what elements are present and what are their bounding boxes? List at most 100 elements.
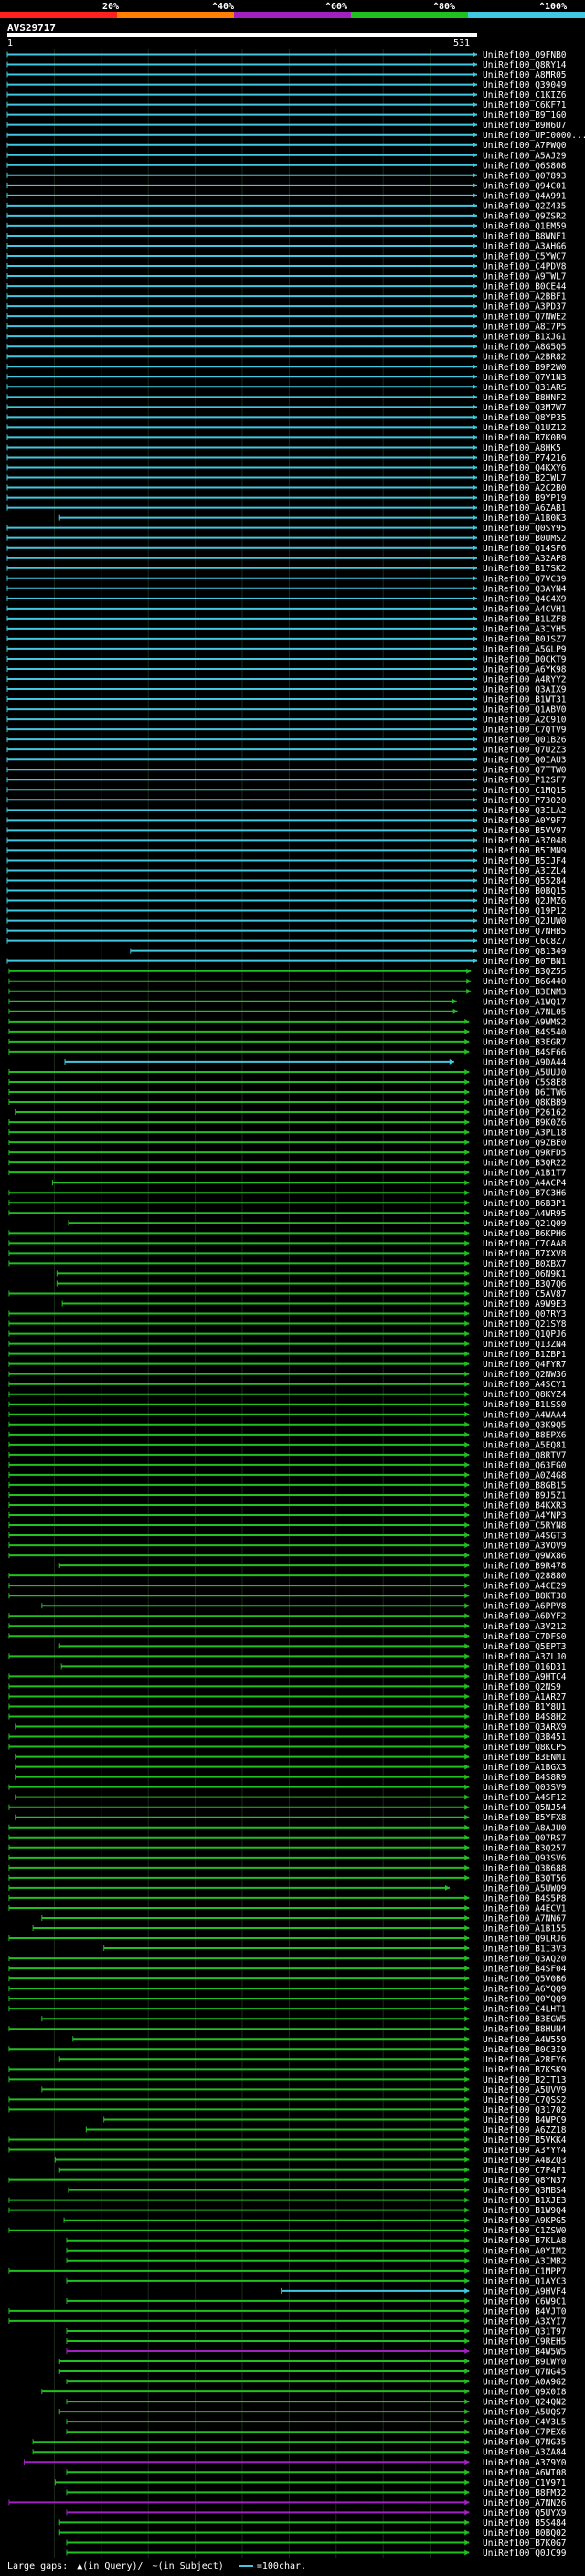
hit-label[interactable]: UniRef100_A6DYF2 [483, 1612, 567, 1622]
hit-label[interactable]: UniRef100_A6ZAB1 [483, 504, 567, 514]
hit-row[interactable]: UniRef100_Q0IAU3 [6, 756, 567, 766]
hit-row[interactable]: UniRef100_A6YQQ9 [8, 1985, 567, 1995]
hit-label[interactable]: UniRef100_A3AHG6 [483, 241, 567, 251]
hit-row[interactable]: UniRef100_B7KLA8 [66, 2236, 567, 2246]
hit-row[interactable]: UniRef100_Q7NWE2 [6, 313, 567, 323]
hit-row[interactable]: UniRef100_Q07RY3 [8, 1309, 567, 1320]
hit-row[interactable]: UniRef100_C7QTV9 [6, 726, 567, 736]
hit-row[interactable]: UniRef100_Q2NS9 [8, 1682, 561, 1692]
hit-label[interactable]: UniRef100_A4YNP3 [483, 1511, 567, 1521]
hit-row[interactable]: UniRef100_A7PWQ0 [6, 141, 567, 151]
hit-row[interactable]: UniRef100_D6ITW6 [8, 1087, 567, 1097]
hit-row[interactable]: UniRef100_B5VKK4 [8, 2136, 567, 2146]
hit-row[interactable]: UniRef100_D0CKT9 [6, 654, 567, 664]
hit-row[interactable]: UniRef100_A5UVV9 [41, 2085, 567, 2095]
hit-label[interactable]: UniRef100_A9W9E3 [483, 1299, 567, 1309]
hit-label[interactable]: UniRef100_Q24QN2 [483, 2398, 567, 2408]
hit-row[interactable]: UniRef100_A4ECV1 [8, 1903, 567, 1913]
hit-row[interactable]: UniRef100_A9KPG5 [63, 2216, 567, 2226]
hit-label[interactable]: UniRef100_A0Y9F7 [483, 816, 567, 826]
hit-label[interactable]: UniRef100_Q3ARX9 [483, 1723, 567, 1733]
hit-row[interactable]: UniRef100_A7NL05 [8, 1007, 567, 1017]
hit-label[interactable]: UniRef100_A2BR82 [483, 353, 567, 363]
hit-label[interactable]: UniRef100_Q2JUW0 [483, 917, 567, 927]
hit-row[interactable]: UniRef100_C5S8E8 [8, 1077, 567, 1087]
hit-row[interactable]: UniRef100_B9H6U7 [6, 121, 567, 131]
hit-row[interactable]: UniRef100_B0BQ15 [6, 886, 567, 896]
hit-row[interactable]: UniRef100_A6ZAB1 [6, 504, 567, 514]
hit-label[interactable]: UniRef100_B9H6U7 [483, 121, 567, 131]
hit-row[interactable]: UniRef100_Q94C01 [6, 181, 567, 191]
hit-label[interactable]: UniRef100_C4V3L5 [483, 2418, 567, 2428]
hit-label[interactable]: UniRef100_Q7V1N3 [483, 373, 567, 383]
hit-label[interactable]: UniRef100_B2IWL7 [483, 473, 567, 483]
hit-row[interactable]: UniRef100_A6YK98 [6, 664, 567, 674]
hit-label[interactable]: UniRef100_B4WPC9 [483, 2115, 567, 2125]
hit-row[interactable]: UniRef100_Q7NHB5 [6, 927, 567, 937]
hit-row[interactable]: UniRef100_Q7VC39 [6, 574, 567, 584]
hit-label[interactable]: UniRef100_A6YK98 [483, 664, 567, 674]
hit-label[interactable]: UniRef100_Q07RS7 [483, 1833, 567, 1843]
hit-row[interactable]: UniRef100_B8WNF1 [6, 231, 567, 241]
hit-row[interactable]: UniRef100_Q16D31 [60, 1662, 567, 1672]
hit-label[interactable]: UniRef100_A5UQS7 [483, 2408, 567, 2418]
hit-row[interactable]: UniRef100_Q7TTW0 [6, 766, 567, 776]
hit-label[interactable]: UniRef100_Q55284 [483, 876, 567, 886]
hit-label[interactable]: UniRef100_C6W9C1 [483, 2296, 567, 2306]
hit-row[interactable]: UniRef100_B9J5Z1 [8, 1490, 567, 1500]
hit-label[interactable]: UniRef100_B7KSK9 [483, 2065, 567, 2075]
hit-label[interactable]: UniRef100_B4W5W5 [483, 2348, 567, 2358]
hit-label[interactable]: UniRef100_B5VV97 [483, 826, 567, 836]
hit-label[interactable]: UniRef100_B6G440 [483, 977, 567, 987]
hit-label[interactable]: UniRef100_Q0YQQ9 [483, 1995, 567, 2005]
hit-label[interactable]: UniRef100_A8HK5 [483, 443, 561, 453]
hit-label[interactable]: UniRef100_B5IJF4 [483, 856, 567, 866]
hit-row[interactable]: UniRef100_A3IZL4 [6, 866, 567, 876]
hit-label[interactable]: UniRef100_Q3AIX9 [483, 685, 567, 695]
hit-label[interactable]: UniRef100_B4SF04 [483, 1965, 567, 1975]
hit-row[interactable]: UniRef100_B8EPX6 [8, 1430, 567, 1440]
hit-row[interactable]: UniRef100_Q21SY8 [8, 1320, 567, 1330]
hit-row[interactable]: UniRef100_Q9ZSR2 [6, 211, 567, 221]
hit-label[interactable]: UniRef100_A8G5Q5 [483, 343, 567, 353]
hit-row[interactable]: UniRef100_B8KT38 [8, 1592, 567, 1602]
hit-label[interactable]: UniRef100_A8I7P5 [483, 323, 567, 333]
hit-label[interactable]: UniRef100_Q0IAU3 [483, 756, 567, 766]
hit-label[interactable]: UniRef100_C7QTV9 [483, 726, 567, 736]
hit-row[interactable]: UniRef100_C5RYN8 [8, 1521, 567, 1532]
hit-row[interactable]: UniRef100_C7P4F1 [58, 2166, 567, 2176]
hit-label[interactable]: UniRef100_B9P2W0 [483, 363, 567, 373]
hit-row[interactable]: UniRef100_A1B155 [32, 1924, 567, 1934]
hit-label[interactable]: UniRef100_Q7NG45 [483, 2368, 567, 2378]
hit-row[interactable]: UniRef100_B0TBN1 [6, 957, 567, 967]
hit-row[interactable]: UniRef100_Q7U2Z3 [6, 746, 567, 756]
hit-row[interactable]: UniRef100_B8GB15 [8, 1480, 567, 1490]
hit-label[interactable]: UniRef100_A6YQQ9 [483, 1985, 567, 1995]
hit-row[interactable]: UniRef100_Q2JMZ6 [6, 896, 567, 906]
hit-label[interactable]: UniRef100_A9DA44 [483, 1057, 567, 1067]
hit-row[interactable]: UniRef100_Q1UZ12 [6, 423, 567, 433]
hit-label[interactable]: UniRef100_B4S5P8 [483, 1893, 567, 1903]
hit-label[interactable]: UniRef100_B2IT13 [483, 2075, 567, 2085]
hit-row[interactable]: UniRef100_C7QSS2 [8, 2095, 567, 2105]
hit-label[interactable]: UniRef100_B4SF66 [483, 1047, 567, 1057]
hit-row[interactable]: UniRef100_C1MQ15 [6, 786, 567, 796]
hit-row[interactable]: UniRef100_B3QR22 [8, 1159, 567, 1169]
hit-label[interactable]: UniRef100_A7PWQ0 [483, 141, 567, 151]
hit-row[interactable]: UniRef100_Q24QN2 [66, 2398, 567, 2408]
hit-label[interactable]: UniRef100_Q1AYC3 [483, 2276, 567, 2286]
hit-label[interactable]: UniRef100_Q9RFD5 [483, 1149, 567, 1159]
hit-label[interactable]: UniRef100_A3PD37 [483, 302, 567, 313]
hit-row[interactable]: UniRef100_C1V971 [54, 2478, 567, 2488]
hit-label[interactable]: UniRef100_B3QT56 [483, 1873, 567, 1883]
hit-label[interactable]: UniRef100_B3Q257 [483, 1843, 567, 1853]
hit-row[interactable]: UniRef100_B0BQ02 [58, 2528, 567, 2539]
hit-row[interactable]: UniRef100_A6PPV8 [41, 1602, 567, 1612]
hit-label[interactable]: UniRef100_C5YWC7 [483, 251, 567, 261]
hit-row[interactable]: UniRef100_Q3AQ20 [8, 1955, 567, 1965]
hit-label[interactable]: UniRef100_Q39049 [483, 80, 567, 90]
hit-label[interactable]: UniRef100_A6PPV8 [483, 1602, 567, 1612]
hit-row[interactable]: UniRef100_A8HK5 [6, 443, 561, 453]
hit-row[interactable]: UniRef100_C4PDV8 [6, 262, 567, 272]
hit-row[interactable]: UniRef100_B7C3H6 [8, 1189, 567, 1199]
